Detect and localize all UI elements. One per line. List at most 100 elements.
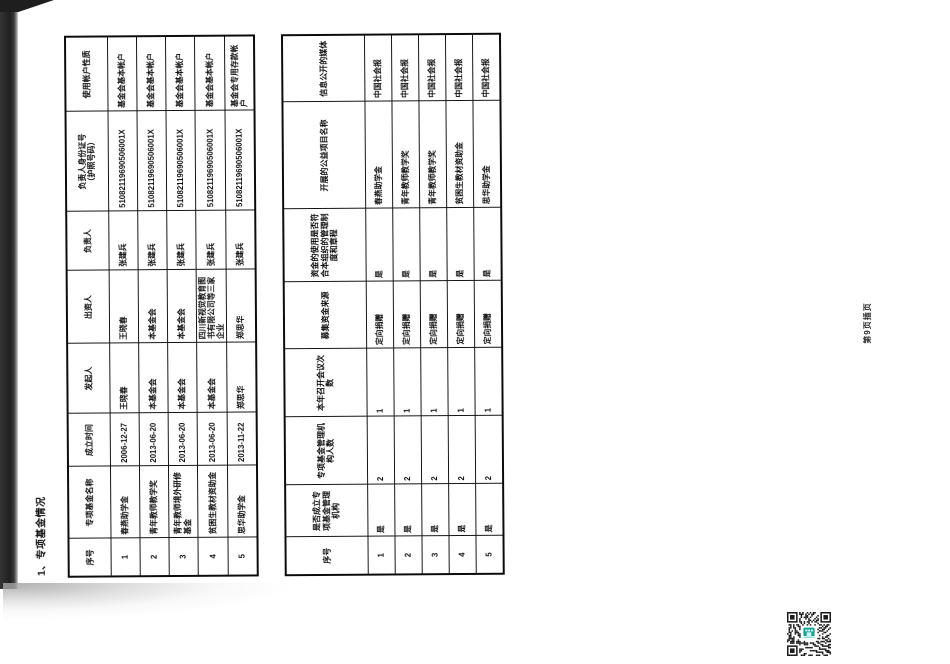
scan-edge-strip (0, 0, 18, 589)
table-cell: 定向捐赠 (393, 281, 421, 349)
table-cell: 是 (448, 483, 477, 537)
table-cell: 1 (447, 347, 476, 417)
table-row: 2 是 2 1 定向捐赠是青年教师教学奖 中国社会报 (391, 34, 423, 575)
table-cell: 是 (394, 484, 423, 537)
table-row: 3 是 2 1 定向捐赠是青年教师教学奖 中国社会报 (418, 34, 450, 575)
table-cell: 2 (421, 416, 449, 485)
table-cell: 青年教师境外研修基金 (167, 465, 198, 539)
column-header: 专项基金管理机构人数 (284, 416, 368, 486)
fund-table: 序号 专项基金名称 成立时间 发起人 出资人 负责人 负责人身份证号 （护照号码） 使用帐户性… (63, 34, 259, 578)
table-cell: 张建兵 (108, 211, 138, 271)
table-cell: 51082119690506001X (165, 110, 196, 212)
table-cell: 2 (475, 415, 503, 484)
qr-center-emblem (802, 626, 816, 639)
table-cell: 本基金会 (137, 270, 168, 344)
column-header: 专项基金名称 (67, 466, 111, 539)
table-cell: 是 (419, 208, 448, 282)
table-row: 5 思华助学金 2013-11-22 郑思华 郑思华 张建兵 510821196905060… (224, 35, 258, 576)
table-cell: 2 (395, 536, 423, 575)
table-cell: 51082119690506001X (225, 110, 255, 211)
column-header: 是否成立专项基金管理机构 (284, 484, 369, 538)
table-cell: 中国社会报 (445, 33, 474, 102)
table-cell: 春燕助学金 (365, 101, 393, 209)
table-cell: 51082119690506001X (136, 111, 167, 212)
table-cell: 2006-12-27 (109, 413, 139, 467)
table-row: 4 贫困生教材资助金 2013-06-20 本基金会 四川新视觉教育图书有限公司等三家企… (193, 35, 229, 576)
table-cell: 本基金会 (196, 342, 228, 413)
table-cell: 中国社会报 (364, 34, 393, 102)
table-cell: 2 (367, 416, 395, 485)
table-cell: 定向捐赠 (366, 281, 394, 349)
table-cell: 中国社会报 (391, 34, 420, 102)
column-header: 开展的公益项目名称 (282, 101, 366, 210)
table-cell: 张建兵 (166, 210, 196, 271)
column-header: 负责人身份证号 （护照号码） (65, 111, 109, 212)
table-cell: 是 (365, 208, 394, 282)
table-cell: 基金会基本帐户 (135, 36, 166, 112)
column-header: 序号 (68, 538, 111, 577)
table-cell: 本基金会 (166, 269, 197, 344)
table-cell: 青年教师教学奖 (419, 101, 447, 209)
table-row: 5 是 2 1 定向捐赠是思华助学金 中国社会报 (472, 33, 504, 574)
page-side-label-wrap: 第9页插页 (861, 297, 875, 349)
table-cell: 是 (367, 484, 396, 537)
table-cell: 是 (392, 208, 421, 282)
section-title: 1、专项基金情况 (36, 496, 48, 576)
table-row: 4 是 2 1 定向捐赠是贫困生教材资助金 中国社会报 (445, 33, 477, 575)
table-cell: 基金会基本帐户 (106, 36, 137, 112)
table-cell: 张建兵 (137, 211, 167, 271)
table-cell: 思华助学金 (473, 100, 501, 208)
table-cell: 中国社会报 (472, 33, 501, 101)
table-cell: 本基金会 (138, 343, 168, 414)
table-cell: 郑思华 (226, 269, 256, 343)
page-bottom-shadow (3, 583, 355, 627)
table-cell: 5 (476, 535, 504, 574)
table-cell: 是 (446, 207, 475, 282)
table-cell: 3 (168, 537, 198, 577)
table-cell: 郑思华 (226, 342, 257, 413)
table-row: 1 春燕助学金 2006-12-27 王晓春 王晓春 张建兵 510821196905060… (106, 36, 140, 577)
table-cell: 1 (420, 348, 449, 417)
qr-finder-patterns (787, 612, 831, 656)
column-header: 负责人 (66, 211, 109, 271)
table-cell: 贫困生教材资助金 (196, 465, 229, 538)
table-cell: 1 (474, 347, 503, 416)
column-header: 资金的使用是否符合本组织的管理制度和章程 (282, 208, 367, 283)
rotated-page-content: 1、专项基金情况 序号 专项基金名称 成立时间 发起人 出资人 负责人 负责人身份证号 （护… (30, 32, 505, 578)
table-cell: 1 (366, 348, 395, 417)
column-header: 使用帐户性质 (64, 36, 108, 112)
table-cell: 2013-06-20 (196, 412, 228, 466)
table-cell: 是 (421, 484, 450, 537)
table-row: 2 青年教师教学奖 2013-06-20 本基金会 本基金会 张建兵 51082119690… (135, 36, 169, 577)
table-cell: 张建兵 (195, 210, 227, 270)
column-header: 本年召开会议次数 (283, 348, 368, 418)
column-header: 募集资金来源 (283, 281, 367, 350)
table-row: 1 是 2 1 定向捐赠是春燕助学金 中国社会报 (364, 34, 396, 575)
table-cell: 春燕助学金 (109, 466, 140, 539)
table-cell: 2 (394, 416, 422, 485)
table-cell: 四川新视觉教育图书有限公司等三家企业 (195, 269, 227, 343)
table-cell: 4 (449, 535, 477, 575)
table-cell: 2013-06-20 (167, 412, 197, 467)
table-cell: 青年教师教学奖 (392, 101, 420, 209)
qr-code (787, 611, 831, 657)
table-cell: 定向捐赠 (474, 280, 502, 348)
table-cell: 是 (475, 483, 504, 536)
header-row: 序号 是否成立专项基金管理机构 专项基金管理机构人数 本年召开会议次数 募集资金来源 资金… (281, 34, 369, 576)
scan-edge-corner (0, 0, 54, 12)
table-cell: 51082119690506001X (194, 110, 226, 211)
table-cell: 2 (139, 538, 169, 577)
table-cell: 1 (110, 538, 140, 577)
table-cell: 2013-06-20 (138, 413, 168, 467)
column-header: 发起人 (67, 343, 110, 414)
table-cell: 青年教师教学奖 (138, 466, 169, 539)
table-cell: 本基金会 (167, 342, 197, 414)
page-side-label: 第9页插页 (863, 302, 872, 344)
table-cell: 王晓春 (109, 343, 139, 414)
table-cell: 是 (473, 207, 502, 281)
table-cell: 4 (197, 537, 229, 576)
table-cell: 51082119690506001X (107, 111, 138, 212)
table-cell: 王晓春 (108, 270, 139, 344)
table-cell: 张建兵 (225, 210, 256, 270)
management-table: 序号 是否成立专项基金管理机构 专项基金管理机构人数 本年召开会议次数 募集资金来源 资金… (280, 32, 505, 577)
